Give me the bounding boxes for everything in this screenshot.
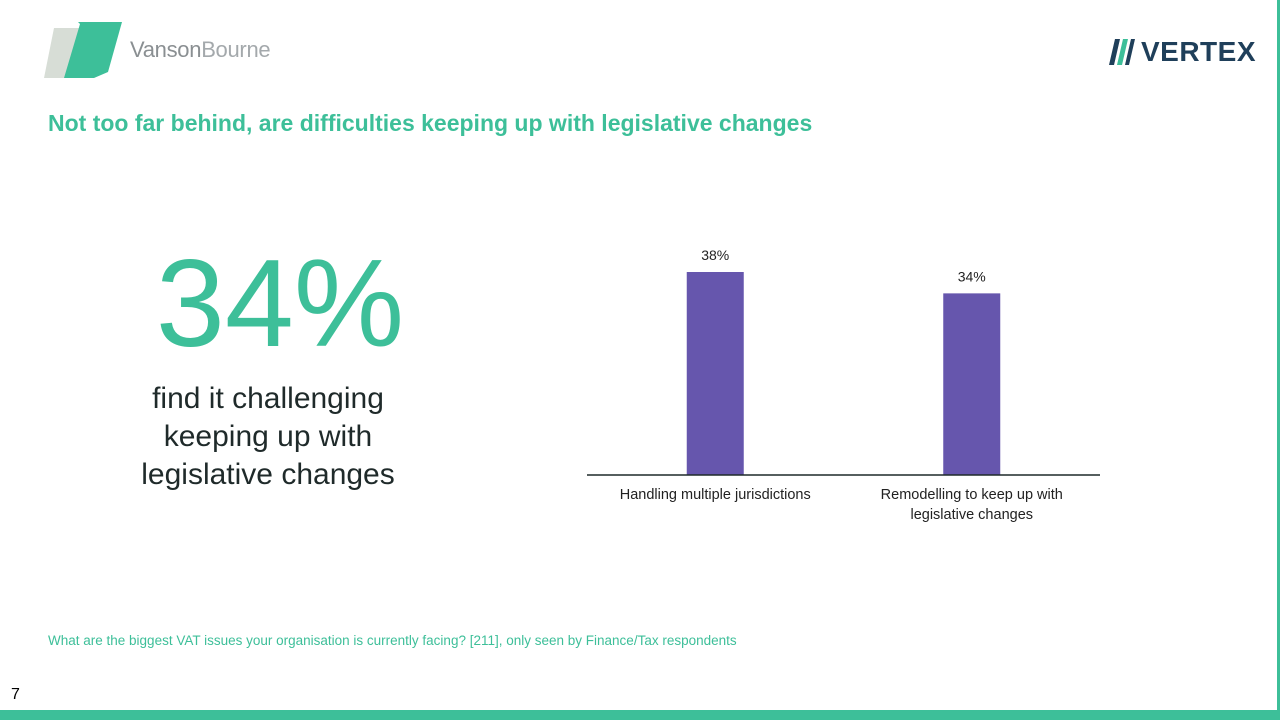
bar-1: [943, 293, 1001, 475]
vertex-wordmark: VERTEX: [1140, 36, 1256, 67]
slide-title: Not too far behind, are difficulties kee…: [48, 110, 813, 136]
right-accent-rule: [1277, 0, 1280, 720]
data-label-0: 38%: [701, 247, 729, 263]
headline-stat-description: find it challenging keeping up with legi…: [141, 382, 395, 491]
bottom-accent-bar: [0, 710, 1280, 720]
vansonbourne-logo: VansonBourne: [44, 22, 304, 80]
vertex-mark-icon: [1108, 39, 1135, 65]
bar-0: [686, 272, 744, 475]
vansonbourne-wordmark: VansonBourne: [130, 37, 271, 62]
category-label-1: Remodelling to keep up with legislative c…: [881, 487, 1063, 523]
vansonbourne-mark-icon: [44, 22, 122, 78]
headline-stat: 34%: [155, 235, 405, 373]
page-number: 7: [11, 686, 20, 703]
category-label-0: Handling multiple jurisdictions: [620, 487, 811, 503]
data-label-1: 34%: [958, 268, 986, 284]
question-footnote: What are the biggest VAT issues your org…: [48, 633, 737, 648]
vertex-logo: VERTEX: [1108, 36, 1256, 68]
